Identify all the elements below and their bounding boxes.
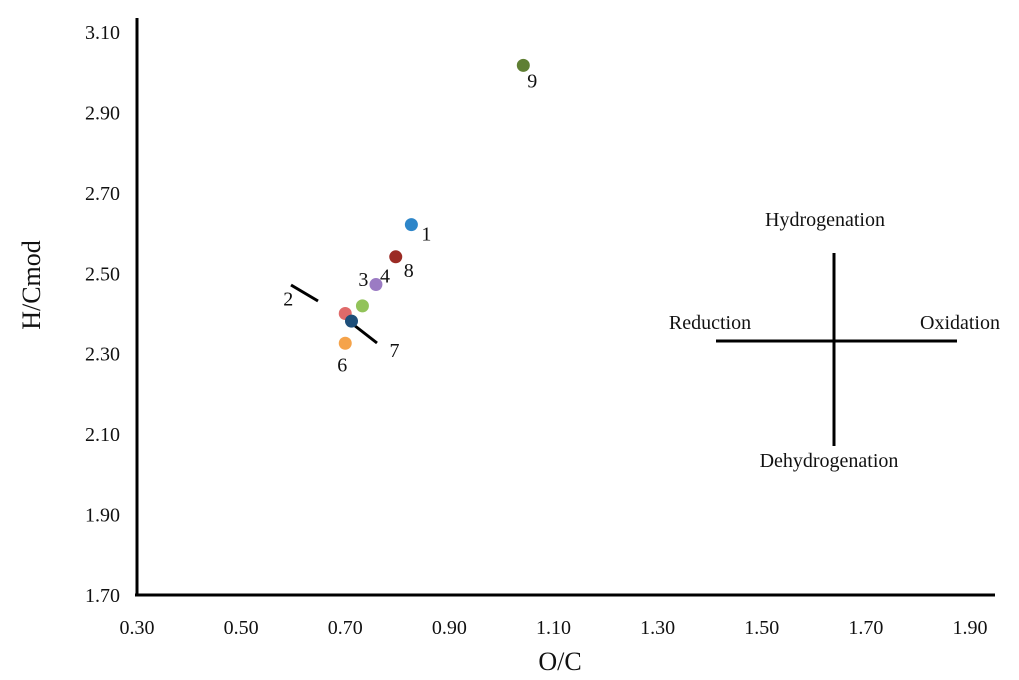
data-point-1: [404, 218, 418, 232]
y-tick-label: 1.90: [85, 505, 120, 527]
point-label-7: 7: [389, 340, 399, 362]
data-point-3: [355, 299, 369, 313]
hydrogenation-label: Hydrogenation: [765, 209, 885, 231]
y-tick-label: 2.50: [85, 263, 120, 285]
data-points: [338, 58, 530, 350]
point-label-2: 2: [283, 289, 293, 311]
y-axis-title: H/Cmod: [17, 240, 46, 330]
x-tick-label: 1.10: [536, 617, 571, 639]
y-tick-label: 2.30: [85, 344, 120, 366]
x-tick-label: 1.70: [848, 617, 883, 639]
y-tick-label: 2.90: [85, 102, 120, 124]
y-tick-label: 2.70: [85, 183, 120, 205]
y-tick-label: 1.70: [85, 585, 120, 607]
data-point-7: [344, 314, 358, 328]
data-point-6: [338, 336, 352, 350]
x-tick-labels: 0.30 0.50 0.70 0.90 1.10 1.30 1.50 1.70 1.90: [120, 617, 988, 639]
x-tick-label: 1.50: [744, 617, 779, 639]
x-tick-label: 1.30: [640, 617, 675, 639]
x-tick-label: 1.90: [953, 617, 988, 639]
y-tick-label: 2.10: [85, 424, 120, 446]
point-label-4: 4: [380, 266, 390, 288]
x-tick-label: 0.30: [120, 617, 155, 639]
x-tick-label: 0.50: [224, 617, 259, 639]
x-tick-label: 0.90: [432, 617, 467, 639]
point-label-1: 1: [421, 224, 431, 246]
x-axis-title: O/C: [538, 647, 581, 676]
point-label-3: 3: [358, 269, 368, 291]
dehydrogenation-label: Dehydrogenation: [760, 450, 899, 472]
point-label-6: 6: [337, 354, 347, 376]
point-label-9: 9: [527, 70, 537, 92]
point-label-8: 8: [404, 260, 414, 282]
data-point-9: [516, 58, 530, 72]
data-point-8: [389, 250, 403, 264]
oxidation-label: Oxidation: [920, 312, 1000, 334]
y-tick-label: 3.10: [85, 22, 120, 44]
reduction-label: Reduction: [669, 312, 751, 334]
x-tick-label: 0.70: [328, 617, 363, 639]
y-tick-labels: 1.70 1.90 2.10 2.30 2.50 2.70 2.90 3.10: [85, 22, 120, 607]
point-labels: 1 2 3 4 6 7 8 9: [283, 70, 537, 376]
data-point-4: [369, 278, 383, 292]
leader-line-2: [290, 283, 319, 303]
